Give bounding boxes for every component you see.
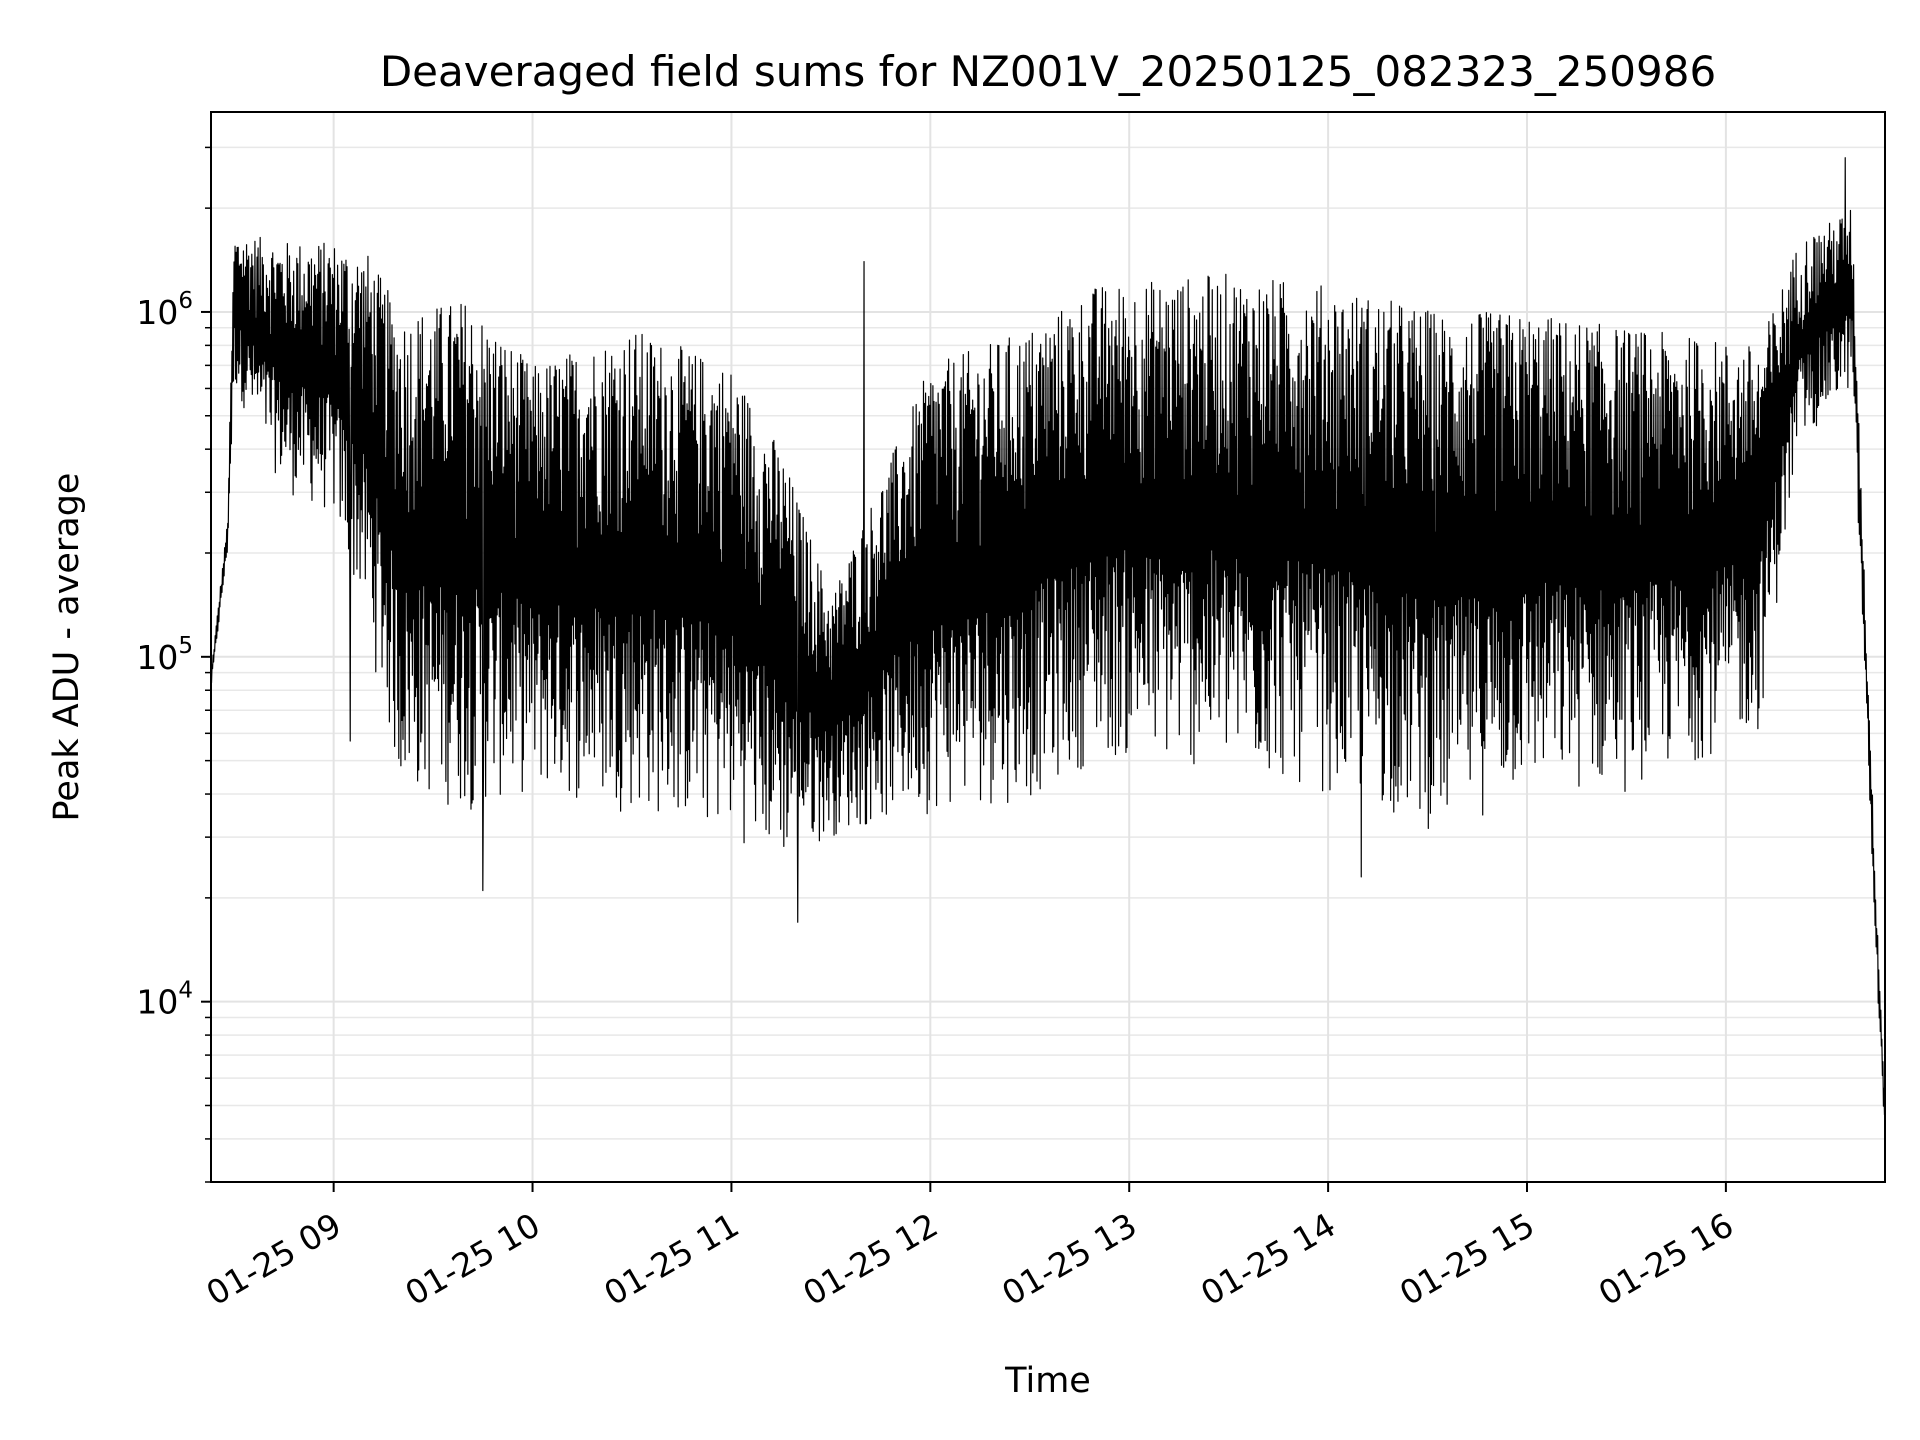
y-tick-label: 105 [136,633,193,677]
y-tick-label: 106 [136,288,193,332]
y-axis-ticks: 104 105 106 [136,146,211,1183]
chart-title: Deaveraged field sums for NZ001V_2025012… [380,47,1716,96]
series-line [211,157,1885,1116]
y-tick-label: 104 [136,978,193,1022]
data-series [211,157,1885,1116]
y-axis-label: Peak ADU - average [47,473,87,822]
plot-frame [210,111,1886,1183]
x-axis-label: Time [1004,1361,1091,1401]
